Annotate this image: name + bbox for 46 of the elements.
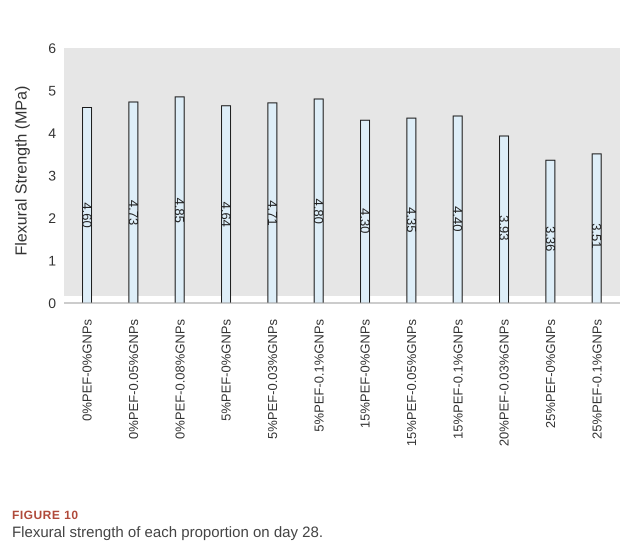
bar [406, 118, 416, 303]
data-label: 4.40 [450, 206, 466, 232]
y-tick-label: 3 [48, 167, 56, 184]
data-label: 4.73 [126, 200, 141, 226]
y-tick-label: 1 [48, 252, 56, 268]
x-tick-label: 25%PEF-0%GNPs [543, 318, 558, 428]
y-axis-title: Flexural Strength (MPa) [14, 86, 31, 256]
bar [499, 135, 510, 303]
x-tick-label: 25%PEF-0.1%GNPs [589, 318, 604, 439]
data-label: 4.60 [80, 202, 95, 228]
x-tick-label: 20%PEF-0.03%GNPs [496, 318, 512, 446]
bar [592, 153, 602, 303]
x-tick-label: 0%PEF-0.05%GNPs [126, 318, 141, 439]
bar [128, 101, 138, 303]
y-tick-label: 4 [48, 124, 56, 141]
y-tick-label: 5 [48, 82, 56, 98]
bar [360, 120, 370, 303]
bar [174, 96, 185, 303]
bar [267, 102, 278, 303]
y-tick-label: 2 [48, 210, 56, 226]
x-tick-label: 0%PEF-0.08%GNPs [172, 318, 188, 439]
bar [314, 98, 324, 303]
bar [221, 105, 232, 303]
bar [82, 107, 92, 303]
x-tick-label: 15%PEF-0%GNPs [358, 318, 373, 428]
x-tick-label: 15%PEF-0.05%GNPs [404, 318, 419, 446]
data-label: 4.80 [311, 198, 326, 224]
data-label: 3.93 [496, 215, 512, 240]
y-tick-label: 0 [48, 294, 56, 311]
data-label: 4.64 [218, 202, 234, 227]
text: Flexural strength of each proportion on day 28. [12, 524, 324, 541]
caption: FIGURE 10 [12, 508, 80, 522]
x-tick-label: 5%PEF-0.1%GNPs [311, 318, 326, 432]
y-tick-label: 6 [48, 40, 56, 56]
x-tick-label: 5%PEF-0.03%GNPs [265, 318, 280, 439]
bar [452, 116, 463, 303]
data-label: 4.30 [358, 208, 373, 234]
x-tick-label: 15%PEF-0.1%GNPs [450, 318, 466, 439]
data-label: 3.36 [542, 226, 558, 252]
data-label: 4.71 [264, 200, 280, 226]
x-tick-label: 5%PEF-0%GNPs [218, 318, 234, 421]
data-label: 4.85 [172, 198, 188, 223]
data-label: 3.51 [589, 223, 604, 249]
data-label: 4.35 [404, 207, 419, 232]
bar [545, 160, 556, 303]
x-tick-label: 0%PEF-0%GNPs [80, 318, 95, 421]
